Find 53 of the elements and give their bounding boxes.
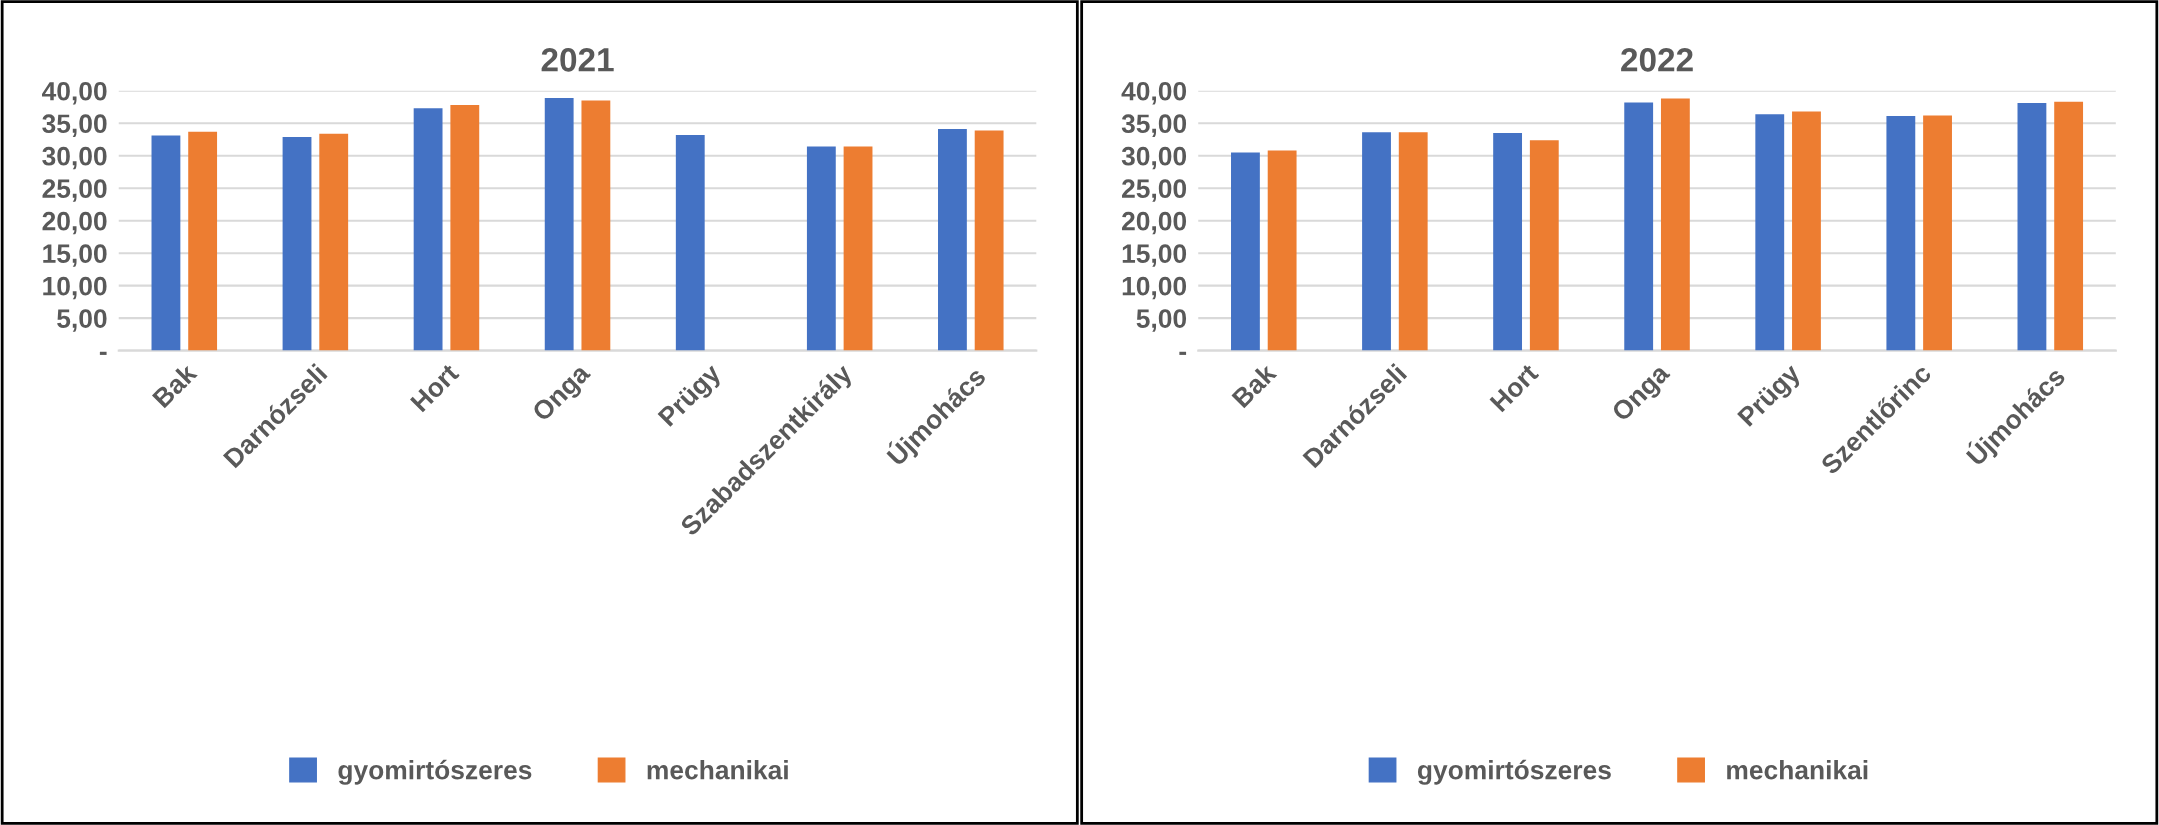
x-tick-label: Bak [1230, 361, 1278, 409]
legend-label: mechanikai [1727, 760, 1868, 780]
y-tick-label: 25,00 [1122, 179, 1187, 202]
y-tick-label: 5,00 [57, 309, 107, 332]
y-tick-label: 20,00 [1122, 211, 1187, 235]
legend-label: mechanikai [647, 760, 788, 780]
y-tick-label: 15,00 [1122, 244, 1187, 267]
bar [282, 136, 312, 351]
bar [1362, 132, 1391, 351]
bar [544, 97, 574, 351]
y-tick-label: 35,00 [1121, 114, 1187, 137]
chart-title: 2022 [1621, 48, 1693, 72]
y-tick-label: 20,00 [42, 211, 107, 235]
bar [806, 146, 836, 351]
bar [1231, 152, 1260, 351]
bar [2054, 101, 2084, 351]
bar [188, 131, 218, 351]
bar [2017, 103, 2047, 351]
bar [151, 135, 181, 351]
y-tick-label: - [1179, 351, 1187, 355]
y-tick-label: 10,00 [43, 276, 107, 300]
bar [1886, 116, 1916, 351]
y-tick-label: 5,00 [1136, 309, 1187, 332]
bar [1529, 140, 1559, 351]
bar [413, 108, 443, 351]
bar [938, 129, 967, 351]
bar [1755, 114, 1785, 351]
bar [974, 130, 1004, 351]
x-tick-label: Bak [151, 361, 199, 409]
bar [581, 100, 611, 351]
y-tick-label: 40,00 [1121, 81, 1187, 105]
legend-label: gyomirtószeres [1417, 759, 1611, 785]
y-tick-label: 30,00 [1121, 146, 1187, 170]
legend-label: gyomirtószeres [338, 759, 532, 785]
bar [450, 105, 480, 351]
y-tick-label: 15,00 [43, 244, 107, 267]
bar [675, 134, 705, 351]
chart-title: 2021 [541, 48, 614, 72]
bar [843, 146, 873, 351]
bar [1398, 132, 1428, 351]
bar [1660, 98, 1690, 351]
bar [1267, 150, 1297, 351]
y-tick-label: 40,00 [42, 81, 107, 105]
y-tick-label: 10,00 [1122, 276, 1187, 300]
y-tick-label: - [99, 351, 107, 355]
y-tick-label: 25,00 [42, 179, 107, 202]
bar [1493, 132, 1523, 351]
y-tick-label: 30,00 [42, 146, 107, 170]
bar [1923, 115, 1952, 351]
bar [1624, 102, 1654, 351]
y-tick-label: 35,00 [42, 114, 107, 137]
bar [319, 133, 349, 351]
bar [1792, 111, 1821, 351]
